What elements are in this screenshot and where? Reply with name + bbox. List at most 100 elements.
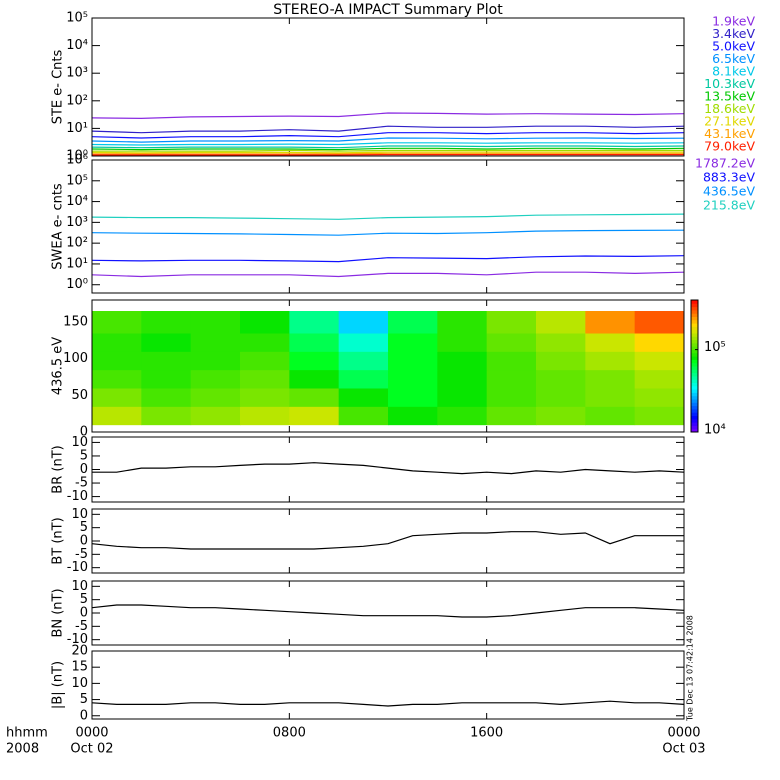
- colorbar-segment: [691, 369, 698, 374]
- y-tick-label: 10⁰: [66, 277, 88, 292]
- heatmap-cell: [338, 406, 389, 426]
- heatmap-cell: [536, 311, 586, 334]
- colorbar-frame: [690, 299, 699, 433]
- y-axis-label: BN (nT): [51, 588, 66, 637]
- heatmap-cell: [486, 351, 537, 371]
- y-tick-label: 150: [63, 315, 88, 330]
- heatmap-cell: [141, 351, 192, 371]
- colorbar-segment: [691, 359, 698, 364]
- colorbar-segment: [691, 326, 698, 331]
- legend-entry: 3.4keV: [712, 26, 755, 41]
- colorbar-segment: [691, 356, 698, 360]
- heatmap-cell: [437, 333, 488, 352]
- panel-frame: [91, 580, 685, 646]
- series-line: [91, 531, 684, 550]
- heatmap-cell: [338, 369, 389, 389]
- colorbar-tick-label: 10⁴: [704, 423, 726, 438]
- y-tick-label: 100: [63, 351, 88, 366]
- y-tick-label: 5: [80, 448, 88, 463]
- colorbar-segment: [691, 336, 698, 341]
- panel-frame: [91, 436, 685, 503]
- heatmap-cell: [536, 388, 586, 407]
- heatmap-cell: [338, 333, 389, 352]
- colorbar-segment: [691, 412, 698, 416]
- series-line: [91, 132, 685, 139]
- y-tick-label: 15: [71, 660, 88, 675]
- panel-frame: [91, 508, 685, 574]
- panel-frame: [91, 159, 685, 294]
- heatmap-cell: [141, 406, 192, 426]
- legend-entry: 215.8eV: [703, 198, 755, 213]
- colorbar-segment: [691, 389, 698, 393]
- y-tick-label: 5: [80, 520, 88, 535]
- heatmap-cell: [486, 388, 537, 407]
- colorbar-segment: [691, 392, 698, 397]
- y-tick-label: 0: [80, 462, 88, 477]
- colorbar-segment: [691, 309, 698, 314]
- colorbar-segment: [691, 352, 698, 357]
- heatmap-cell: [437, 406, 488, 426]
- heatmap-cell: [486, 333, 537, 352]
- series-line: [91, 229, 685, 236]
- colorbar-segment: [691, 333, 698, 337]
- heatmap-cell: [190, 388, 241, 407]
- series-line: [91, 604, 685, 618]
- heatmap-cell: [240, 311, 290, 334]
- chart-title: STEREO-A IMPACT Summary Plot: [273, 2, 503, 18]
- x-date-label: Oct 02: [70, 742, 113, 757]
- heatmap-cell: [289, 406, 340, 426]
- colorbar-segment: [691, 382, 698, 387]
- heatmap-cell: [338, 388, 389, 407]
- heatmap-cell: [437, 351, 488, 371]
- series-line: [91, 271, 685, 278]
- series-line: [91, 151, 684, 154]
- colorbar-segment: [691, 375, 698, 380]
- heatmap-cell: [338, 351, 389, 371]
- heatmap-cell: [190, 369, 241, 389]
- heatmap-cell: [141, 388, 192, 407]
- colorbar-segment: [691, 300, 698, 304]
- heatmap-cell: [536, 406, 586, 426]
- heatmap-cell: [585, 311, 636, 334]
- x-tick-label: 0000: [75, 726, 108, 741]
- colorbar-segment: [691, 303, 698, 308]
- legend-entry: 883.3eV: [703, 170, 755, 185]
- y-axis-label: STE e- Cnts: [51, 49, 66, 124]
- heatmap-cell: [240, 406, 290, 426]
- colorbar-segment: [691, 379, 698, 383]
- y-tick-label: 10: [71, 676, 88, 691]
- panel-frame: [91, 299, 685, 433]
- y-axis-label: 436.5 eV: [51, 337, 66, 395]
- x-tick-label: 0000: [667, 726, 700, 741]
- series-line: [91, 112, 685, 120]
- y-tick-label: 5: [80, 592, 88, 607]
- series-line: [91, 125, 685, 134]
- series-line: [92, 462, 685, 475]
- y-axis-label: SWEA e- cnts: [51, 183, 66, 270]
- heatmap-cell: [585, 369, 636, 389]
- heatmap-cell: [536, 351, 586, 371]
- colorbar-segment: [691, 385, 698, 390]
- heatmap-cell: [141, 369, 192, 389]
- heatmap-cell: [240, 333, 290, 352]
- heatmap-cell: [190, 333, 241, 352]
- y-tick-label: 10⁰: [66, 149, 88, 164]
- legend-entry: 18.6keV: [704, 101, 755, 116]
- legend-entry: 43.1keV: [704, 126, 755, 141]
- heatmap-cell: [486, 406, 537, 426]
- colorbar-segment: [691, 366, 698, 370]
- legend-entry: 1.9keV: [712, 14, 755, 29]
- heatmap-cell: [92, 351, 142, 371]
- series-line: [91, 147, 685, 151]
- heatmap-cell: [437, 388, 488, 407]
- legend-entry: 79.0keV: [704, 139, 755, 154]
- colorbar-segment: [691, 395, 698, 400]
- y-tick-label: -10: [67, 560, 88, 575]
- x-tick-label: 1600: [470, 726, 503, 741]
- heatmap-cell: [388, 333, 438, 352]
- colorbar-segment: [691, 313, 698, 317]
- colorbar-segment: [691, 342, 698, 347]
- y-tick-label: -10: [67, 489, 88, 504]
- y-tick-label: 10⁵: [66, 173, 88, 188]
